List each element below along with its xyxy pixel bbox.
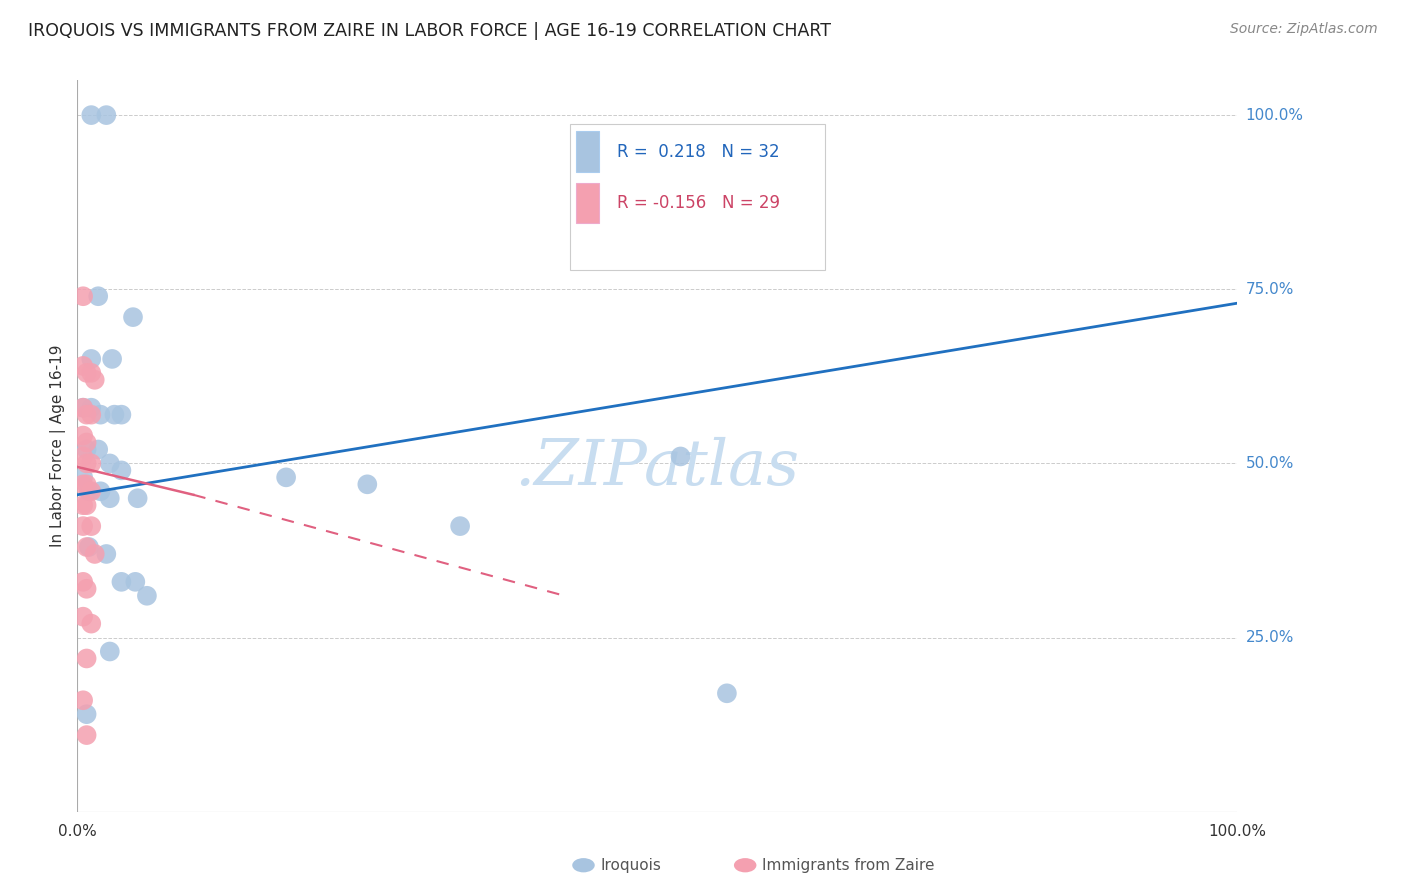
- Point: [76, 540, 98, 554]
- Point: [77, 540, 100, 554]
- Text: Immigrants from Zaire: Immigrants from Zaire: [762, 858, 935, 872]
- FancyBboxPatch shape: [571, 124, 825, 270]
- Point: [80, 616, 103, 631]
- Point: [72, 609, 94, 624]
- Point: [80, 408, 103, 422]
- Point: [72, 470, 94, 484]
- Point: [110, 574, 132, 589]
- Point: [80, 457, 103, 471]
- Point: [127, 491, 149, 506]
- Point: [72, 498, 94, 512]
- Point: [96, 108, 118, 122]
- Point: [101, 351, 124, 366]
- Point: [76, 442, 98, 457]
- Point: [77, 484, 100, 499]
- Text: 50.0%: 50.0%: [1246, 456, 1294, 471]
- Point: [72, 519, 94, 533]
- Point: [96, 547, 118, 561]
- Point: [76, 477, 98, 491]
- Point: [72, 428, 94, 442]
- Text: IROQUOIS VS IMMIGRANTS FROM ZAIRE IN LABOR FORCE | AGE 16-19 CORRELATION CHART: IROQUOIS VS IMMIGRANTS FROM ZAIRE IN LAB…: [28, 22, 831, 40]
- Point: [72, 359, 94, 373]
- Point: [72, 401, 94, 415]
- Point: [72, 289, 94, 303]
- Point: [449, 519, 471, 533]
- Text: R = -0.156   N = 29: R = -0.156 N = 29: [617, 194, 780, 211]
- Point: [80, 519, 103, 533]
- Text: 100.0%: 100.0%: [1246, 108, 1303, 122]
- Text: Iroquois: Iroquois: [600, 858, 661, 872]
- Point: [72, 401, 94, 415]
- Point: [76, 651, 98, 665]
- Point: [76, 707, 98, 722]
- Point: [87, 289, 110, 303]
- Text: .ZIPatlas: .ZIPatlas: [515, 437, 800, 499]
- Point: [135, 589, 157, 603]
- Point: [76, 457, 98, 471]
- Point: [76, 435, 98, 450]
- Point: [76, 498, 98, 512]
- Point: [80, 484, 103, 499]
- Text: R =  0.218   N = 32: R = 0.218 N = 32: [617, 143, 779, 161]
- Point: [76, 366, 98, 380]
- Point: [98, 491, 121, 506]
- Point: [356, 477, 378, 491]
- Point: [76, 728, 98, 742]
- Point: [110, 408, 132, 422]
- Point: [80, 108, 103, 122]
- Point: [110, 463, 132, 477]
- Point: [83, 373, 105, 387]
- Point: [716, 686, 738, 700]
- Point: [80, 401, 103, 415]
- Point: [72, 574, 94, 589]
- Text: 25.0%: 25.0%: [1246, 630, 1294, 645]
- Point: [87, 442, 110, 457]
- Point: [76, 408, 98, 422]
- Y-axis label: In Labor Force | Age 16-19: In Labor Force | Age 16-19: [51, 344, 66, 548]
- Point: [122, 310, 145, 325]
- FancyBboxPatch shape: [576, 131, 599, 171]
- Point: [274, 470, 298, 484]
- Text: 75.0%: 75.0%: [1246, 282, 1294, 297]
- Point: [80, 351, 103, 366]
- Point: [80, 366, 103, 380]
- Point: [90, 484, 111, 499]
- Point: [90, 408, 111, 422]
- Point: [124, 574, 146, 589]
- Point: [72, 477, 94, 491]
- Point: [72, 693, 94, 707]
- Text: Source: ZipAtlas.com: Source: ZipAtlas.com: [1230, 22, 1378, 37]
- Point: [98, 457, 121, 471]
- Point: [669, 450, 692, 464]
- Point: [103, 408, 125, 422]
- FancyBboxPatch shape: [576, 183, 599, 223]
- Point: [83, 547, 105, 561]
- Point: [98, 644, 121, 658]
- Point: [72, 450, 94, 464]
- Point: [76, 582, 98, 596]
